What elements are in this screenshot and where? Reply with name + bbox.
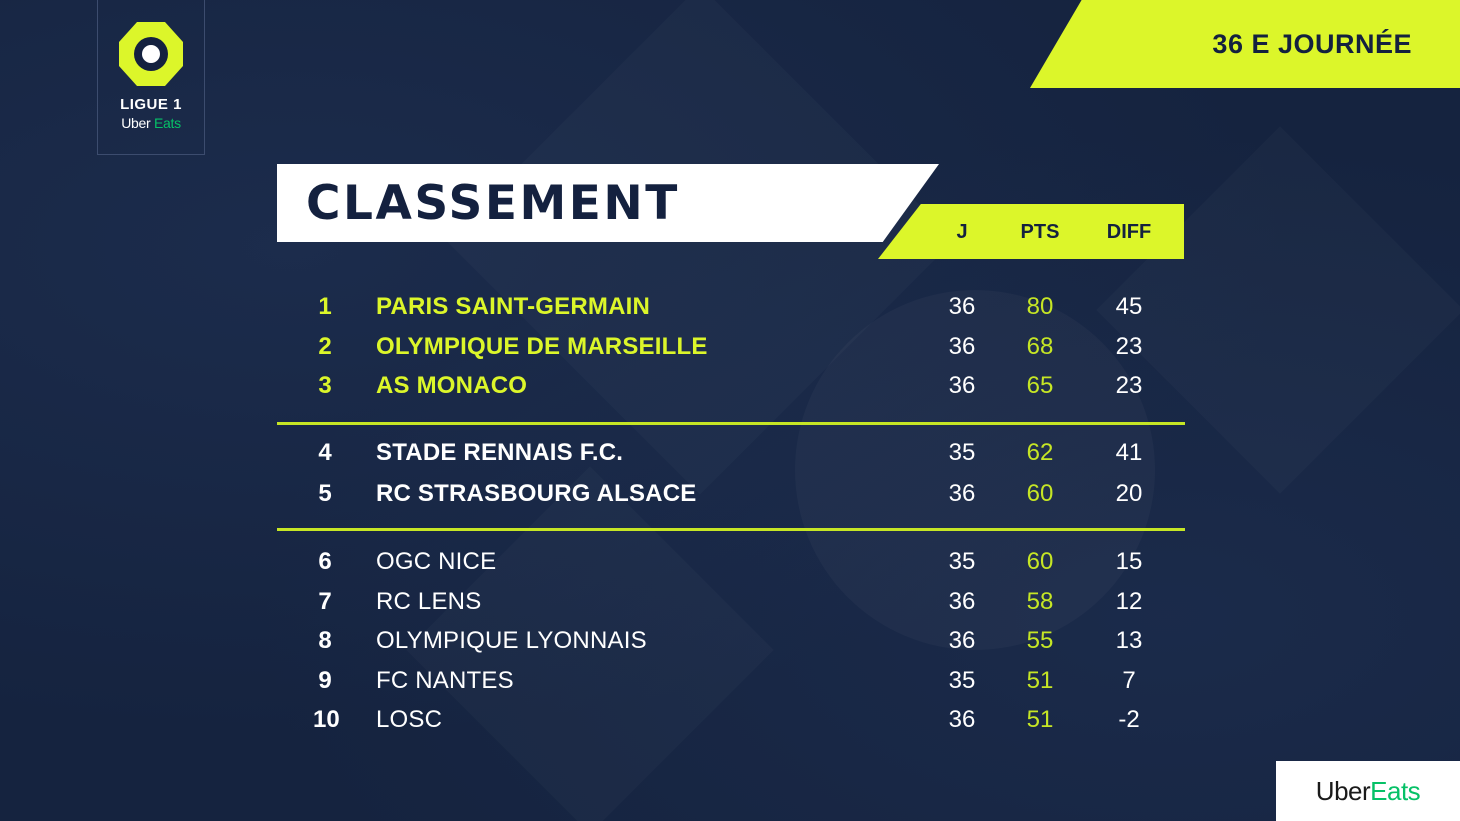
matchday-banner: 36 E JOURNÉE (1030, 0, 1460, 88)
team-name: OGC NICE (376, 548, 497, 575)
table-row: 10 LOSC 36 51 -2 (277, 703, 1185, 737)
team-goal-diff: -2 (1118, 706, 1140, 733)
team-played: 36 (948, 706, 976, 733)
table-row: 2 OLYMPIQUE DE MARSEILLE 36 68 23 (277, 330, 1185, 364)
team-points: 68 (1026, 333, 1054, 360)
corner-sponsor-part1: Uber (1315, 775, 1371, 806)
page-title: CLASSEMENT (306, 175, 680, 231)
team-name: OLYMPIQUE DE MARSEILLE (376, 333, 708, 360)
team-goal-diff: 15 (1115, 548, 1143, 575)
team-played: 35 (948, 548, 976, 575)
team-name: STADE RENNAIS F.C. (376, 439, 624, 466)
table-row: 6 OGC NICE 35 60 15 (277, 545, 1185, 579)
team-points: 60 (1026, 548, 1054, 575)
team-points: 51 (1026, 667, 1054, 694)
team-name: PARIS SAINT-GERMAIN (376, 293, 651, 320)
team-played: 35 (948, 439, 976, 466)
team-position: 10 (313, 706, 340, 733)
team-position: 2 (318, 333, 332, 360)
team-played: 36 (948, 293, 976, 320)
title-banner: CLASSEMENT (277, 164, 939, 242)
team-position: 9 (318, 667, 332, 694)
team-position: 5 (318, 480, 332, 507)
column-points-header: PTS (1020, 221, 1060, 243)
divider (277, 528, 1185, 531)
team-goal-diff: 7 (1122, 667, 1136, 694)
team-played: 36 (948, 588, 976, 615)
team-name: OLYMPIQUE LYONNAIS (376, 627, 647, 654)
team-position: 6 (318, 548, 332, 575)
team-points: 80 (1026, 293, 1054, 320)
team-goal-diff: 20 (1115, 480, 1143, 507)
team-points: 51 (1026, 706, 1054, 733)
table-row: 3 AS MONACO 36 65 23 (277, 369, 1185, 403)
team-goal-diff: 12 (1115, 588, 1143, 615)
corner-sponsor-logo: UberEats (1315, 775, 1421, 807)
column-diff-header: DIFF (1106, 221, 1152, 243)
corner-sponsor-part2: Eats (1370, 775, 1421, 806)
team-position: 4 (318, 439, 332, 466)
team-goal-diff: 41 (1115, 439, 1143, 466)
team-points: 58 (1026, 588, 1054, 615)
team-played: 36 (948, 627, 976, 654)
team-position: 3 (318, 372, 332, 399)
table-row: 5 RC STRASBOURG ALSACE 36 60 20 (277, 477, 1185, 511)
league-name: LIGUE 1 (120, 96, 182, 113)
team-position: 1 (318, 293, 332, 320)
league-sponsor: Uber Eats (121, 115, 181, 131)
column-played-header: J (956, 221, 968, 243)
league-sponsor-part1: Uber (121, 115, 151, 131)
team-played: 36 (948, 480, 976, 507)
team-position: 8 (318, 627, 332, 654)
team-points: 55 (1026, 627, 1054, 654)
team-played: 36 (948, 372, 976, 399)
ligue1-logo-icon (119, 22, 183, 86)
divider (277, 422, 1185, 425)
sponsor-corner: UberEats (1276, 761, 1460, 821)
team-position: 7 (318, 588, 332, 615)
column-header: J PTS DIFF (878, 204, 1184, 259)
team-name: RC LENS (376, 588, 482, 615)
matchday-label: 36 E JOURNÉE (1212, 28, 1412, 59)
team-goal-diff: 23 (1115, 333, 1143, 360)
table-row: 8 OLYMPIQUE LYONNAIS 36 55 13 (277, 624, 1185, 658)
team-name: AS MONACO (376, 372, 528, 399)
team-points: 65 (1026, 372, 1054, 399)
table-row: 4 STADE RENNAIS F.C. 35 62 41 (277, 436, 1185, 470)
team-points: 60 (1026, 480, 1054, 507)
team-goal-diff: 23 (1115, 372, 1143, 399)
table-row: 1 PARIS SAINT-GERMAIN 36 80 45 (277, 290, 1185, 324)
team-played: 36 (948, 333, 976, 360)
table-row: 9 FC NANTES 35 51 7 (277, 664, 1185, 698)
team-goal-diff: 13 (1115, 627, 1143, 654)
team-goal-diff: 45 (1115, 293, 1143, 320)
league-logo: LIGUE 1 Uber Eats (97, 0, 205, 155)
league-sponsor-part2: Eats (153, 115, 181, 131)
team-played: 35 (948, 667, 976, 694)
team-name: FC NANTES (376, 667, 514, 694)
team-points: 62 (1026, 439, 1054, 466)
table-row: 7 RC LENS 36 58 12 (277, 585, 1185, 619)
team-name: RC STRASBOURG ALSACE (376, 480, 697, 507)
team-name: LOSC (376, 706, 443, 733)
